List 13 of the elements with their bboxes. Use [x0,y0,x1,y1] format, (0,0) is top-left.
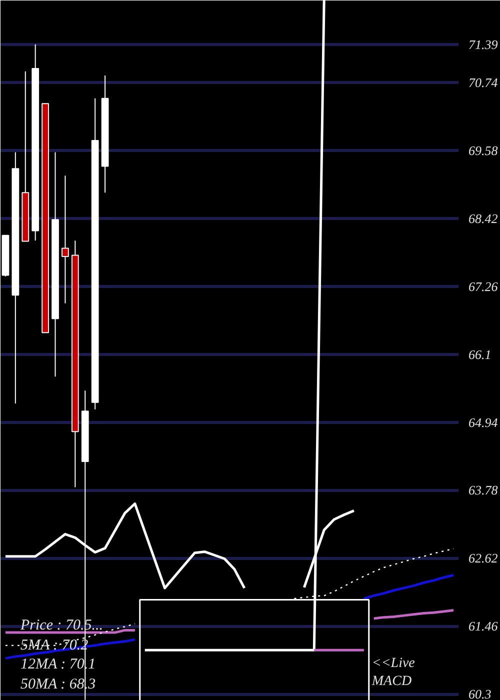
y-tick-label: 60.3 [468,686,492,700]
y-tick-label: 61.46 [468,618,498,634]
y-tick-label: 70.74 [468,75,498,90]
annotation: <<Live MACD [370,656,415,689]
candlestick [62,175,69,304]
y-tick-label: 68.42 [468,210,498,226]
y-tick-label: 66.1 [468,346,492,362]
y-tick-label: 62.62 [468,550,498,566]
y-tick-label: 64.94 [468,414,498,430]
y-tick-label: 71.39 [468,36,498,52]
y-tick-label: 63.78 [468,482,498,498]
y-tick-label: 69.58 [468,142,498,158]
y-tick-label: 67.26 [468,278,498,294]
